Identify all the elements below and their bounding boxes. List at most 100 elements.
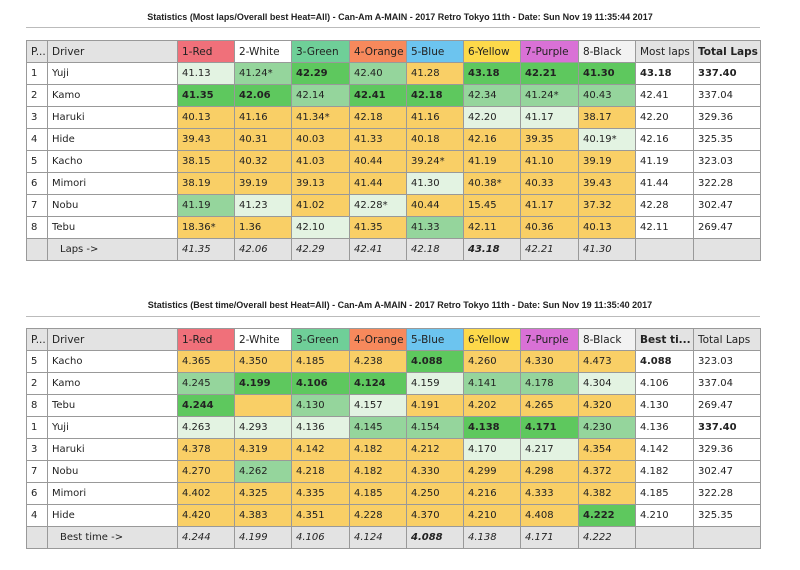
value-cell: 42.21 (520, 62, 579, 85)
column-header: 2-White (234, 328, 292, 351)
value-cell: 4.263 (177, 416, 235, 439)
value-cell: 39.13 (291, 172, 350, 195)
driver-cell: Nobu (47, 194, 178, 217)
footer-value: 41.35 (177, 238, 235, 261)
value-cell: 41.19 (177, 194, 235, 217)
column-header: P... (26, 40, 48, 63)
driver-cell: Tebu (47, 394, 178, 417)
value-cell: 4.299 (463, 460, 521, 483)
value-cell: 4.154 (406, 416, 464, 439)
value-cell: 41.44 (635, 172, 694, 195)
driver-cell: Hide (47, 128, 178, 151)
value-cell: 1.36 (234, 216, 292, 239)
value-cell: 4.238 (349, 350, 407, 373)
value-cell: 4.228 (349, 504, 407, 527)
column-header: Total Laps (693, 328, 761, 351)
column-header: 6-Yellow (463, 328, 521, 351)
value-cell: 4.217 (520, 438, 579, 461)
value-cell: 4.142 (291, 438, 350, 461)
value-cell: 40.18 (406, 128, 464, 151)
value-cell: 40.44 (349, 150, 407, 173)
driver-cell: Mimori (47, 482, 178, 505)
value-cell: 4.351 (291, 504, 350, 527)
table-row: 2 Kamo 4.245 4.199 4.106 4.124 4.159 4.141 4.178… (26, 372, 761, 395)
value-cell: 41.24* (520, 84, 579, 107)
value-cell: 4.473 (578, 350, 636, 373)
column-header: 8-Black (578, 40, 636, 63)
value-cell: 4.270 (177, 460, 235, 483)
table2-title: Statistics (Best time/Overall best Heat=… (147, 300, 653, 310)
value-cell: 323.03 (693, 150, 761, 173)
value-cell: 4.408 (520, 504, 579, 527)
value-cell: 4.250 (406, 482, 464, 505)
value-cell: 4.265 (520, 394, 579, 417)
value-cell: 40.13 (578, 216, 636, 239)
footer-value (693, 526, 761, 549)
value-cell: 40.36 (520, 216, 579, 239)
footer-label: Best time -> (47, 526, 178, 549)
driver-cell: Haruki (47, 106, 178, 129)
value-cell: 41.19 (635, 150, 694, 173)
footer-label: Laps -> (47, 238, 178, 261)
value-cell: 42.18 (349, 106, 407, 129)
value-cell: 4.372 (578, 460, 636, 483)
footer-spacer (26, 526, 48, 549)
footer-row: Best time -> 4.244 4.199 4.106 4.124 4.088 4.1… (26, 526, 761, 549)
column-header: 7-Purple (520, 40, 579, 63)
footer-value: 41.30 (578, 238, 636, 261)
position-cell: 6 (26, 482, 48, 505)
value-cell: 4.185 (291, 350, 350, 373)
column-header: Most laps (635, 40, 694, 63)
column-header: 3-Green (291, 40, 350, 63)
value-cell: 4.210 (635, 504, 694, 527)
position-cell: 5 (26, 150, 48, 173)
footer-value: 42.18 (406, 238, 464, 261)
value-cell: 4.106 (635, 372, 694, 395)
driver-cell: Haruki (47, 438, 178, 461)
column-header: 7-Purple (520, 328, 579, 351)
value-cell: 4.402 (177, 482, 235, 505)
value-cell: 41.28 (406, 62, 464, 85)
driver-cell: Kacho (47, 350, 178, 373)
value-cell: 4.354 (578, 438, 636, 461)
footer-value (635, 526, 694, 549)
value-cell: 269.47 (693, 216, 761, 239)
value-cell: 41.16 (234, 106, 292, 129)
value-cell: 41.34* (291, 106, 350, 129)
value-cell: 4.230 (578, 416, 636, 439)
column-header: Driver (47, 328, 178, 351)
value-cell: 43.18 (635, 62, 694, 85)
value-cell: 4.182 (635, 460, 694, 483)
value-cell: 302.47 (693, 194, 761, 217)
value-cell: 323.03 (693, 350, 761, 373)
value-cell: 4.088 (635, 350, 694, 373)
table-row: 7 Nobu 41.19 41.23 41.02 42.28* 40.44 15.45 41.1… (26, 194, 761, 217)
value-cell: 41.33 (349, 128, 407, 151)
value-cell: 41.17 (520, 106, 579, 129)
table-row: 7 Nobu 4.270 4.262 4.218 4.182 4.330 4.299 4.298… (26, 460, 761, 483)
column-header: Total Laps (693, 40, 761, 63)
value-cell: 4.130 (635, 394, 694, 417)
position-cell: 2 (26, 372, 48, 395)
best-time-table: P... Driver 1-Red 2-White 3-Green 4-Orange 5-B… (26, 328, 761, 549)
table-row: 4 Hide 39.43 40.31 40.03 41.33 40.18 42.16 39.35… (26, 128, 761, 151)
position-cell: 5 (26, 350, 48, 373)
position-cell: 8 (26, 394, 48, 417)
value-cell: 41.17 (520, 194, 579, 217)
value-cell: 4.304 (578, 372, 636, 395)
value-cell: 41.23 (234, 194, 292, 217)
table-row: 3 Haruki 40.13 41.16 41.34* 42.18 41.16 42.20 41… (26, 106, 761, 129)
value-cell: 4.106 (291, 372, 350, 395)
value-cell: 4.333 (520, 482, 579, 505)
table-row: 3 Haruki 4.378 4.319 4.142 4.182 4.212 4.170 4.2… (26, 438, 761, 461)
value-cell: 4.330 (520, 350, 579, 373)
value-cell: 4.157 (349, 394, 407, 417)
value-cell: 39.43 (578, 172, 636, 195)
column-header: 6-Yellow (463, 40, 521, 63)
value-cell: 38.19 (177, 172, 235, 195)
value-cell: 4.136 (635, 416, 694, 439)
table-row: 5 Kacho 4.365 4.350 4.185 4.238 4.088 4.260 4.33… (26, 350, 761, 373)
value-cell: 4.171 (520, 416, 579, 439)
driver-cell: Hide (47, 504, 178, 527)
value-cell: 322.28 (693, 482, 761, 505)
